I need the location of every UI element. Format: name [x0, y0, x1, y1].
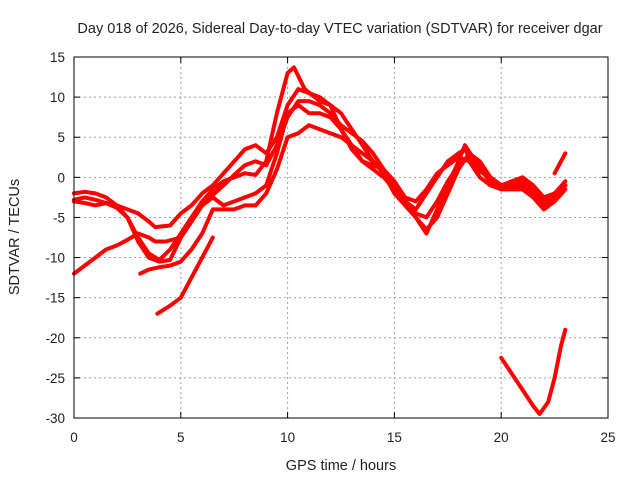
y-tick-label: -10	[45, 251, 65, 266]
x-tick-label: 25	[600, 430, 615, 445]
series-line-track-g	[499, 327, 568, 416]
y-tick-label: 10	[50, 90, 65, 105]
y-tick-label: 5	[57, 130, 65, 145]
y-tick-label: 0	[57, 170, 65, 185]
plot-frame	[73, 56, 609, 419]
y-tick-label: -15	[45, 291, 65, 306]
series-line-track-e	[155, 235, 215, 316]
axis-ticks: 0 5 10 15 20 25 -30 -25 -20 -15 -10 -5 0 5 10 15	[45, 50, 615, 445]
series-line-track-f	[72, 99, 568, 264]
x-tick-label: 20	[494, 430, 509, 445]
x-tick-label: 15	[387, 430, 402, 445]
y-tick-label: 15	[50, 50, 65, 65]
x-tick-label: 5	[177, 430, 185, 445]
x-axis-label: GPS time / hours	[286, 458, 396, 474]
y-axis-label: SDTVAR / TECUs	[7, 179, 23, 295]
series-line-track-c	[72, 103, 568, 276]
x-tick-label: 10	[280, 430, 295, 445]
y-tick-label: -30	[45, 411, 65, 426]
chart-title: Day 018 of 2026, Sidereal Day-to-day VTE…	[77, 21, 602, 37]
y-tick-label: -5	[53, 210, 65, 225]
y-tick-label: -25	[45, 371, 65, 386]
y-tick-label: -20	[45, 331, 65, 346]
series-line-track-h	[552, 151, 568, 176]
series-lines	[72, 65, 568, 416]
grid-lines	[74, 57, 608, 418]
x-tick-label: 0	[70, 430, 78, 445]
series-line-track-b	[72, 87, 568, 232]
